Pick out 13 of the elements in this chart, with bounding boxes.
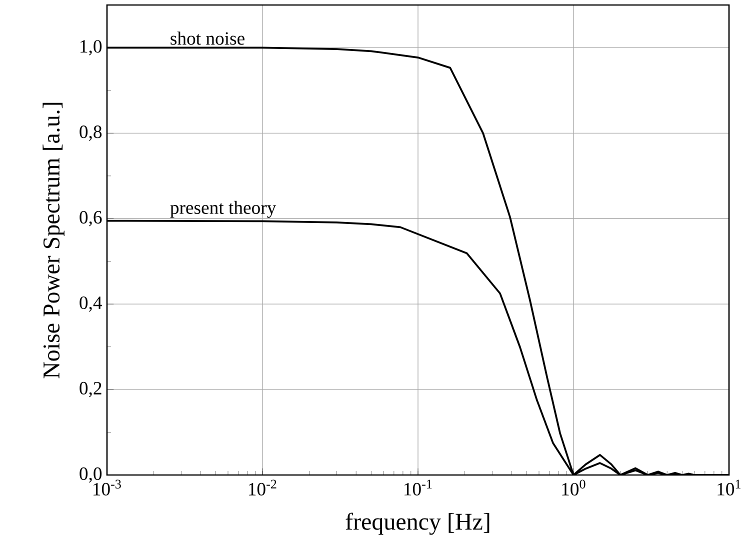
series-label: present theory xyxy=(170,200,276,218)
y-tick-label: 1,0 xyxy=(80,40,102,56)
x-tick-label: 10$^{-1}$ xyxy=(404,480,432,496)
x-tick-label: 10$^{-2}$ xyxy=(249,480,276,496)
x-axis-title: frequency [Hz] xyxy=(346,512,490,535)
y-tick-label: 0,8 xyxy=(80,126,102,141)
series-label: shot noise xyxy=(170,32,244,45)
y-tick-label: 0,4 xyxy=(80,296,102,312)
y-axis-title: Noise Power Spectrum [a.u.] xyxy=(42,102,64,378)
x-tick-label: 10$^{1}$ xyxy=(718,480,740,496)
y-tick-label: 0,6 xyxy=(80,210,102,226)
x-tick-label: 10$^{0}$ xyxy=(562,480,586,496)
y-tick-label: 0,2 xyxy=(80,382,102,398)
